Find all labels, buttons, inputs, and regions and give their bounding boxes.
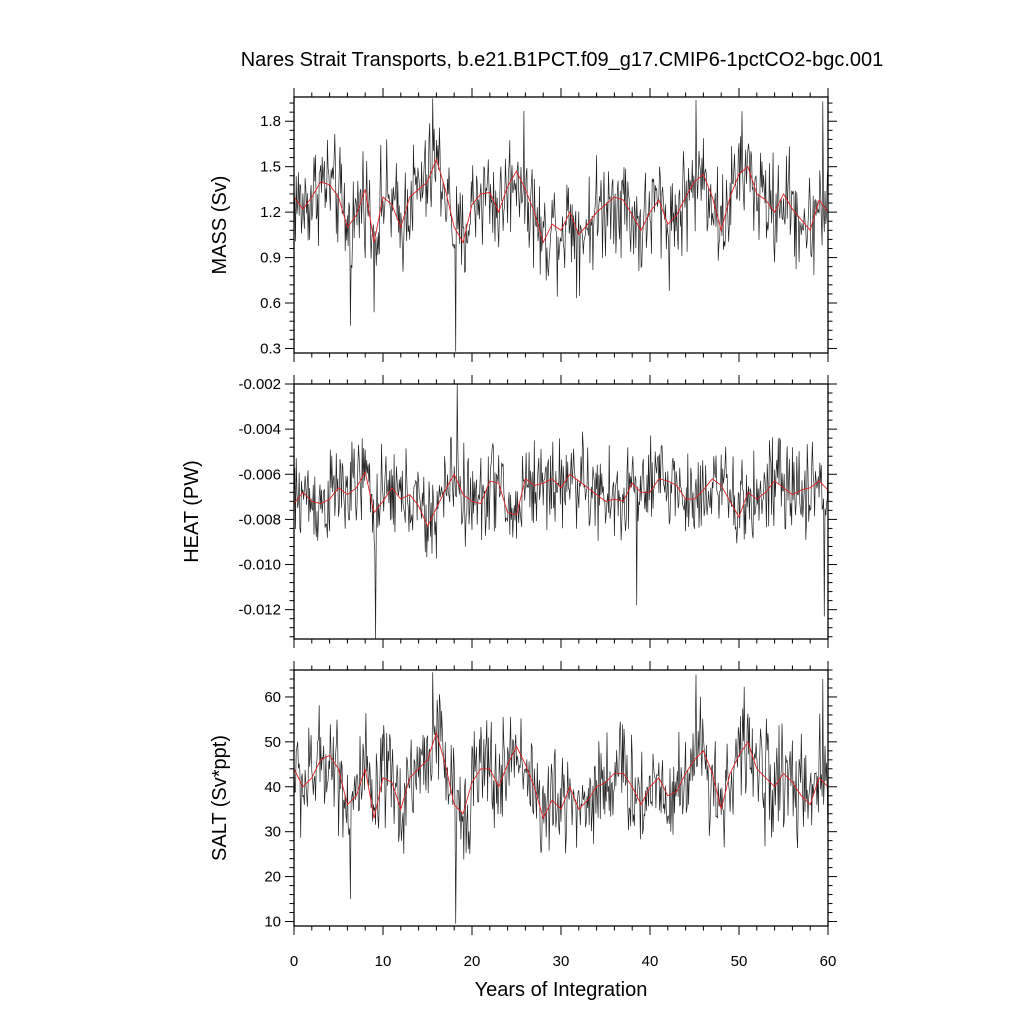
y-tick-label: 1.5 xyxy=(260,159,281,176)
y-tick-label: 1.8 xyxy=(260,113,281,130)
y-axis-title-heat: HEAT (PW) xyxy=(181,460,203,563)
y-tick-label: 10 xyxy=(264,914,281,931)
y-tick-label: 0.3 xyxy=(260,340,281,357)
panel-frame-salt xyxy=(293,669,829,927)
y-tick-label: 40 xyxy=(264,779,281,796)
y-tick-label: 1.2 xyxy=(260,204,281,221)
panel-frame-mass xyxy=(293,96,829,354)
x-tick-label: 40 xyxy=(642,953,659,970)
smoothed-series-heat xyxy=(294,470,828,528)
y-tick-label: 0.9 xyxy=(260,250,281,267)
y-tick-label: -0.002 xyxy=(238,376,281,393)
panel-heat: -0.012 -0.010 -0.008 -0.006 -0.004 -0.002 HEAT… xyxy=(181,375,837,648)
y-tick-label: -0.012 xyxy=(238,602,281,619)
y-tick-label: 50 xyxy=(264,734,281,751)
raw-series-salt xyxy=(294,672,828,924)
panel-salt: 10 20 30 40 50 60 SALT (Sv*ppt) 0 10 20 30 40 50 60 Ye… xyxy=(209,661,837,1001)
smoothed-series-salt xyxy=(294,731,828,820)
y-axis-title-salt: SALT (Sv*ppt) xyxy=(209,735,231,861)
x-tick-label: 0 xyxy=(290,953,298,970)
raw-series-heat xyxy=(294,384,828,639)
x-tick-label: 30 xyxy=(553,953,570,970)
chart-title: Nares Strait Transports, b.e21.B1PCT.f09… xyxy=(241,49,884,71)
x-tick-label: 60 xyxy=(820,953,837,970)
y-tick-label: -0.004 xyxy=(238,421,281,438)
y-tick-label: -0.006 xyxy=(238,466,281,483)
y-tick-label: 20 xyxy=(264,869,281,886)
x-tick-label: 50 xyxy=(731,953,748,970)
y-axis-title-mass: MASS (Sv) xyxy=(209,176,231,275)
x-axis-title: Years of Integration xyxy=(475,979,648,1001)
y-tick-label: 60 xyxy=(264,689,281,706)
y-tick-label: -0.008 xyxy=(238,511,281,528)
y-tick-label: 30 xyxy=(264,824,281,841)
panel-mass: 0.3 0.6 0.9 1.2 1.5 1.8 MASS (Sv) xyxy=(209,88,837,362)
x-tick-label: 10 xyxy=(375,953,392,970)
x-tick-label: 20 xyxy=(464,953,481,970)
smoothed-series-mass xyxy=(294,157,828,244)
y-tick-label: -0.010 xyxy=(238,557,281,574)
y-tick-label: 0.6 xyxy=(260,295,281,312)
raw-series-mass xyxy=(294,98,828,352)
